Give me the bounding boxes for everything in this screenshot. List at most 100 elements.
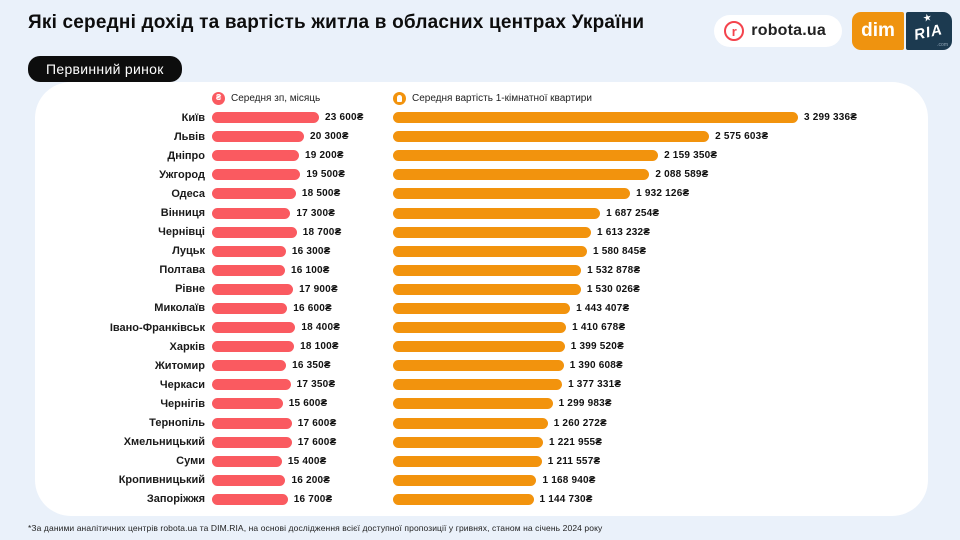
legend-item-salary: ₴ Середня зп, місяць [212,91,393,105]
apartment-value: 1 168 940₴ [542,474,596,486]
apartment-bar [393,360,564,372]
table-row: Київ 23 600₴ 3 299 336₴ [35,108,928,127]
apartment-value: 2 575 603₴ [715,131,769,143]
salary-bar [212,112,319,124]
salary-bar [212,226,297,238]
city-label: Кропивницький [118,474,205,487]
apartment-value: 1 532 878₴ [587,264,641,276]
city-label: Ужгород [159,168,205,181]
apartment-value: 1 530 026₴ [586,283,640,295]
table-row: Запоріжжя 16 700₴ 1 144 730₴ [35,490,928,509]
salary-bar [212,322,296,334]
salary-value: 17 350₴ [296,379,336,391]
salary-bar [212,417,292,429]
city-label: Запоріжжя [146,493,205,506]
apartment-value: 1 260 272₴ [553,417,607,429]
apartment-value: 1 211 557₴ [547,455,601,467]
city-label: Черкаси [159,378,205,391]
salary-bar [212,398,283,410]
apartment-bar [393,112,798,124]
city-label: Полтава [159,264,205,277]
apartment-bar [393,188,631,200]
salary-bar [212,436,292,448]
city-label: Чернігів [160,397,205,410]
table-row: Луцьк 16 300₴ 1 580 845₴ [35,242,928,261]
salary-bar [212,264,285,276]
city-label: Тернопіль [149,417,205,430]
table-row: Кропивницький 16 200₴ 1 168 940₴ [35,471,928,490]
page-title: Які середні дохід та вартість житла в об… [28,12,645,33]
salary-value: 18 500₴ [301,188,341,200]
salary-value: 19 500₴ [306,169,346,181]
logos: r robota.ua dim ★ RIA .com [714,12,952,50]
apartment-bar [393,283,581,295]
salary-value: 20 300₴ [310,131,349,143]
city-label: Хмельницький [123,436,205,449]
apartment-bar [393,322,567,334]
city-label: Одеса [171,187,205,200]
salary-value: 17 600₴ [297,436,337,448]
legend-apartment-label: Середня вартість 1-кімнатної квартири [412,92,592,104]
salary-bar [212,341,295,353]
city-label: Чернівці [158,226,205,239]
apartment-bar [393,207,601,219]
apartment-value: 1 613 232₴ [597,226,651,238]
apartment-bar [393,493,534,505]
apartment-value: 1 399 520₴ [570,341,624,353]
salary-value: 15 400₴ [287,455,327,467]
apartment-bar [393,455,542,467]
salary-bar [212,245,286,257]
salary-bar [212,379,291,391]
apartment-value: 1 443 407₴ [576,302,630,314]
salary-value: 16 200₴ [291,474,331,486]
salary-bar [212,474,286,486]
ria-com-suffix: .com [937,42,948,48]
salary-value: 15 600₴ [288,398,328,410]
salary-value: 16 300₴ [291,245,331,257]
table-row: Житомир 16 350₴ 1 390 608₴ [35,356,928,375]
apartment-bar [393,379,563,391]
city-label: Вінниця [160,207,205,220]
apartment-bar [393,150,659,162]
salary-value: 18 100₴ [300,341,339,353]
city-label: Житомир [154,359,205,372]
apartment-bar [393,436,543,448]
dim-logo-box: dim [852,12,904,50]
apartment-bar [393,417,548,429]
salary-bar [212,150,300,162]
salary-bar [212,283,294,295]
table-row: Полтава 16 100₴ 1 532 878₴ [35,261,928,280]
apartment-value: 1 299 983₴ [558,398,612,410]
apartment-bar [393,245,588,257]
market-type-badge: Первинний ринок [28,56,182,82]
salary-value: 17 600₴ [297,417,337,429]
salary-bar [212,360,287,372]
salary-bar [212,188,296,200]
city-label: Харків [169,340,206,353]
salary-bar [212,207,291,219]
footnote: *За даними аналітичних центрів robota.ua… [28,523,603,533]
city-label: Івано-Франківськ [109,321,205,334]
salary-value: 18 400₴ [301,322,341,334]
salary-value: 16 600₴ [293,302,332,314]
chart-rows: Київ 23 600₴ 3 299 336₴ Львів 20 300₴ 2 575 6… [35,108,928,509]
table-row: Суми 15 400₴ 1 211 557₴ [35,452,928,471]
table-row: Черкаси 17 350₴ 1 377 331₴ [35,375,928,394]
salary-bar [212,169,301,181]
legend-salary-label: Середня зп, місяць [231,92,321,104]
salary-value: 23 600₴ [325,112,364,124]
table-row: Чернігів 15 600₴ 1 299 983₴ [35,394,928,413]
salary-bar [212,302,288,314]
apartment-bar [393,341,565,353]
table-row: Івано-Франківськ 18 400₴ 1 410 678₴ [35,318,928,337]
apartment-bar [393,264,582,276]
apartment-value: 1 932 126₴ [636,188,690,200]
salary-bar [212,131,305,143]
city-label: Рівне [175,283,205,296]
salary-value: 19 200₴ [305,150,344,162]
salary-value: 17 900₴ [299,283,338,295]
apartment-value: 1 377 331₴ [568,379,622,391]
city-label: Дніпро [167,149,205,162]
city-label: Миколаїв [154,302,205,315]
city-label: Луцьк [172,245,205,258]
